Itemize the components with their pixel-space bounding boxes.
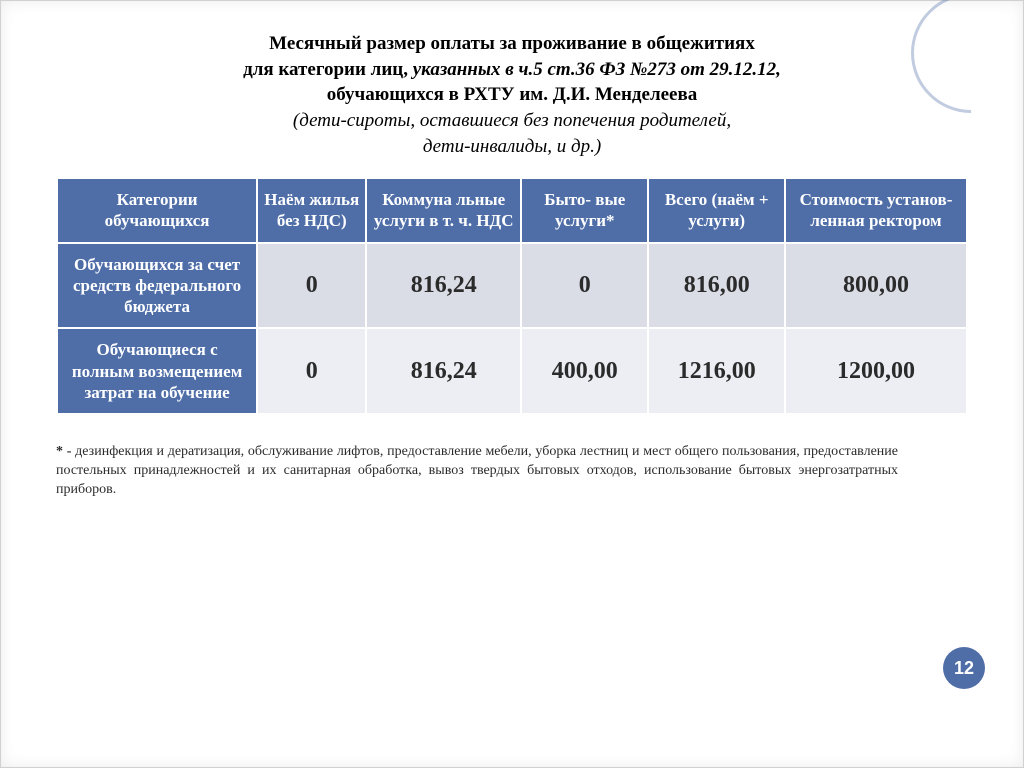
cell-value: 800,00 <box>785 243 967 329</box>
row-label: Обучающихся за счет средств федерального… <box>57 243 257 329</box>
row-label: Обучающиеся с полным возмещением затрат … <box>57 328 257 414</box>
col-header-category: Категории обучающихся <box>57 178 257 243</box>
col-header-utilities: Коммуна льные услуги в т. ч. НДС <box>366 178 521 243</box>
footnote: * - дезинфекция и дератизация, обслужива… <box>56 443 968 500</box>
title-line-2-italic: указанных в ч.5 ст.36 ФЗ №273 от 29.12.1… <box>413 59 781 80</box>
page-number-badge: 12 <box>943 647 985 689</box>
title-block: Месячный размер оплаты за проживание в о… <box>56 31 968 159</box>
col-header-rector: Стоимость установ-ленная ректором <box>785 178 967 243</box>
payment-table: Категории обучающихся Наём жилья без НДС… <box>56 177 968 415</box>
table-row: Обучающихся за счет средств федерального… <box>57 243 967 329</box>
col-header-rent: Наём жилья без НДС) <box>257 178 366 243</box>
cell-value: 816,24 <box>366 328 521 414</box>
title-line-4: (дети-сироты, оставшиеся без попечения р… <box>56 108 968 134</box>
title-line-3: обучающихся в РХТУ им. Д.И. Менделеева <box>56 82 968 108</box>
cell-value: 0 <box>257 328 366 414</box>
title-line-1: Месячный размер оплаты за проживание в о… <box>56 31 968 57</box>
cell-value: 0 <box>257 243 366 329</box>
col-header-total: Всего (наём + услуги) <box>648 178 785 243</box>
cell-value: 816,00 <box>648 243 785 329</box>
slide-page: Месячный размер оплаты за проживание в о… <box>0 0 1024 768</box>
cell-value: 1200,00 <box>785 328 967 414</box>
footnote-text: дезинфекция и дератизация, обслуживание … <box>56 444 898 497</box>
cell-value: 816,24 <box>366 243 521 329</box>
cell-value: 0 <box>521 243 648 329</box>
title-line-5: дети-инвалиды, и др.) <box>56 134 968 160</box>
footnote-star: * - <box>56 444 71 459</box>
cell-value: 400,00 <box>521 328 648 414</box>
cell-value: 1216,00 <box>648 328 785 414</box>
page-number: 12 <box>954 658 974 679</box>
table-header-row: Категории обучающихся Наём жилья без НДС… <box>57 178 967 243</box>
col-header-household: Быто- вые услуги* <box>521 178 648 243</box>
table-row: Обучающиеся с полным возмещением затрат … <box>57 328 967 414</box>
title-line-2: для категории лиц, указанных в ч.5 ст.36… <box>56 57 968 83</box>
title-line-2-plain: для категории лиц, <box>243 59 413 80</box>
